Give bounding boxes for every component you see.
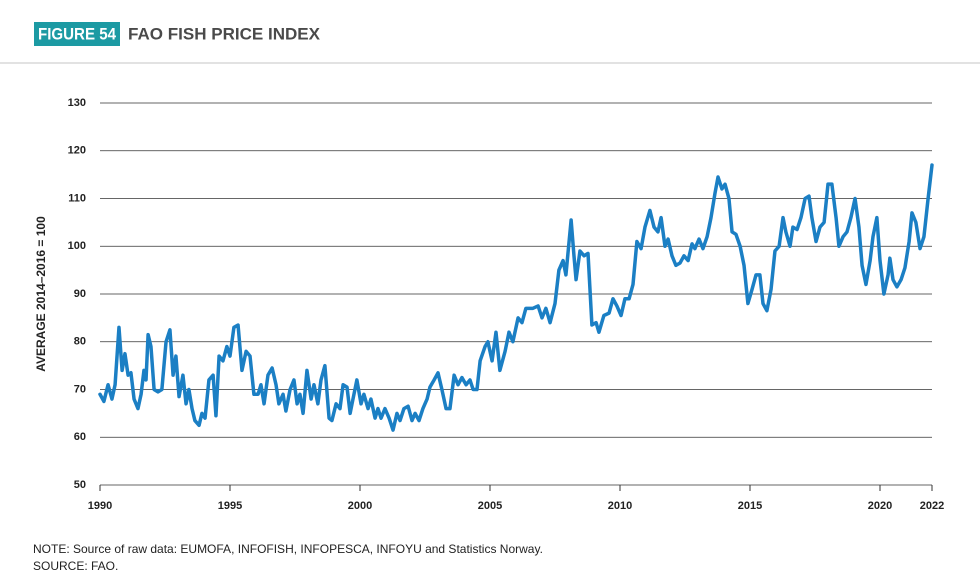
- source: SOURCE: FAO.: [33, 559, 118, 573]
- y-tick-label: 130: [68, 97, 86, 109]
- x-tick-label: 2015: [738, 500, 762, 512]
- x-tick-label: 2005: [478, 500, 502, 512]
- y-tick-label: 100: [68, 240, 86, 252]
- x-tick-label: 2020: [868, 500, 892, 512]
- chart-title: FAO FISH PRICE INDEX: [128, 24, 321, 43]
- y-tick-label: 120: [68, 145, 86, 157]
- y-tick-label: 80: [74, 336, 86, 348]
- figure-label: FIGURE 54: [38, 24, 116, 43]
- x-tick-label: 1995: [218, 500, 242, 512]
- x-tick-label: 2010: [608, 500, 632, 512]
- data-line: [98, 163, 934, 432]
- y-tick-label: 110: [68, 192, 86, 204]
- x-tick-label: 2022: [920, 500, 944, 512]
- figure-badge: [34, 22, 120, 46]
- x-tick-label: 1990: [88, 500, 112, 512]
- note: NOTE: Source of raw data: EUMOFA, INFOFI…: [33, 542, 543, 556]
- y-tick-label: 60: [74, 431, 86, 443]
- x-tick-label: 2000: [348, 500, 372, 512]
- y-axis-label: AVERAGE 2014–2016 = 100: [34, 216, 48, 372]
- y-tick-label: 70: [74, 383, 86, 395]
- y-tick-label: 90: [74, 288, 86, 300]
- y-tick-label: 50: [74, 479, 86, 491]
